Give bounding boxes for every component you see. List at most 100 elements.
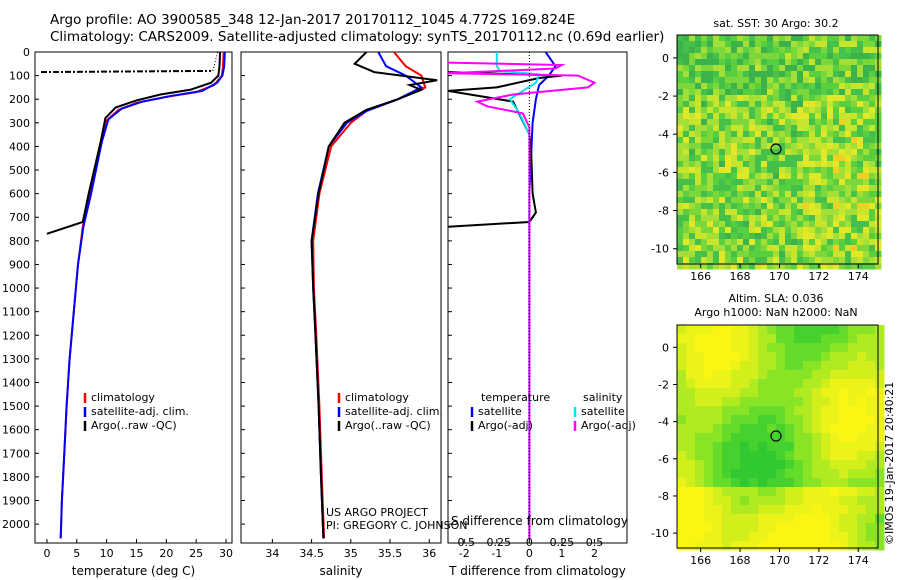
sst-map-cell [803,161,810,168]
sst-map-cell [869,245,876,252]
sla-map-cell [713,514,723,524]
sst-map-cell [833,167,840,174]
sst-map-cell [695,125,702,132]
sla-map-cell [821,505,831,515]
sst-map-cell [815,233,822,240]
sla-map-cell [812,415,822,425]
sst-map-cell [749,101,756,108]
sla-map-cell [875,469,885,479]
sst-map-cell [725,257,732,264]
sst-map-cell [791,221,798,228]
sla-map-cell [776,388,786,398]
sst-map-cell [773,107,780,114]
sst-map-cell [785,227,792,234]
sla-map-cell [866,370,876,380]
sst-map-cell [737,113,744,120]
sst-map-cell [701,59,708,66]
sst-map-cell [797,83,804,90]
sst-map-cell [713,101,720,108]
sst-map-cell [827,125,834,132]
sst-map-cell [803,197,810,204]
sla-map-cell [821,514,831,524]
sst-map-cell [725,41,732,48]
sla-map-cell [785,379,795,389]
sst-map-cell [731,185,738,192]
sst-map-cell [827,143,834,150]
sst-map-cell [845,233,852,240]
sst-map-cell [809,197,816,204]
sst-map-cell [755,125,762,132]
sst-map-cell [677,257,684,264]
sst-map-cell [707,107,714,114]
sst-map-cell [821,143,828,150]
sst-map-cell [863,119,870,126]
sla-map-cell [794,460,804,470]
sst-map-cell [785,167,792,174]
sla-map-cell [785,370,795,380]
sst-map-cell [815,149,822,156]
sla-map-cell [749,442,759,452]
depth-tick-label: 1400 [2,376,30,389]
sla-map-cell [731,415,741,425]
sla-map-cell [722,460,732,470]
sst-map-cell [791,53,798,60]
sla-map-xtick-label: 172 [808,554,829,567]
sst-map-cell [743,95,750,102]
sla-map-cell [866,325,876,335]
sst-map-cell [737,239,744,246]
sst-map-cell [725,95,732,102]
sla-map-cell [767,325,777,335]
sst-map-ytick-label: -2 [658,90,669,103]
sla-map-cell [731,397,741,407]
sst-map-cell [749,263,756,270]
sst-map-cell [713,245,720,252]
sst-map-cell [827,53,834,60]
sst-map-cell [695,119,702,126]
sla-map-cell [767,343,777,353]
sst-map-cell [761,209,768,216]
sst-map-cell [773,65,780,72]
sla-map-cell [758,388,768,398]
sst-map-cell [773,197,780,204]
difference-xtick-label-salinity: -0.25 [483,536,511,549]
sla-map-cell [695,523,705,533]
sst-map-cell [737,221,744,228]
sst-map-cell [869,119,876,126]
temperature-line-argo [46,52,222,235]
sst-map-cell [815,47,822,54]
sst-map-cell [815,155,822,162]
sst-map-cell [719,41,726,48]
sst-map-cell [869,239,876,246]
sst-map-cell [767,149,774,156]
sst-map-cell [809,95,816,102]
sst-map-cell [821,173,828,180]
sst-map-cell [803,47,810,54]
sst-map-cell [839,89,846,96]
sst-map-cell [749,107,756,114]
sst-map-cell [773,41,780,48]
sla-map-cell [848,343,858,353]
sst-map-cell [809,245,816,252]
sst-map-cell [737,89,744,96]
sst-map-cell [707,59,714,66]
sst-map-cell [689,263,696,270]
sst-map-cell [731,203,738,210]
sla-map-cell [677,541,687,551]
sla-map-cell [785,406,795,416]
sst-map-cell [749,185,756,192]
sst-map-cell [701,245,708,252]
sst-map-cell [695,113,702,120]
sst-map-cell [827,71,834,78]
sst-map-cell [743,47,750,54]
sla-map-cell [866,424,876,434]
sst-map-cell [839,161,846,168]
sst-map-ytick-label: -10 [651,243,669,256]
sst-map-cell [677,155,684,162]
sla-map-cell [740,505,750,515]
sst-map-cell [761,77,768,84]
sst-map-cell [737,197,744,204]
sst-map-cell [851,257,858,264]
sst-map-cell [821,179,828,186]
sst-map-cell [779,215,786,222]
